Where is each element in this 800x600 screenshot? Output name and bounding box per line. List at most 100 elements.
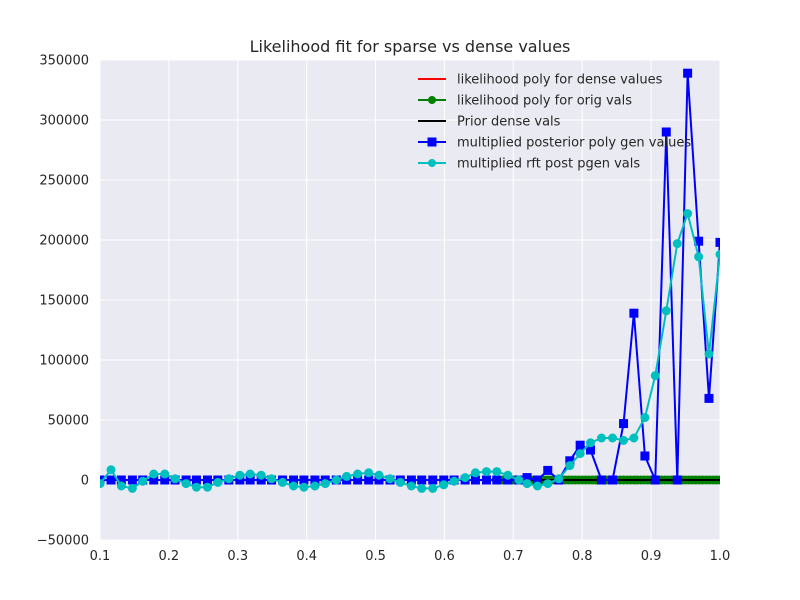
data-point bbox=[364, 475, 374, 485]
y-tick-label: 250000 bbox=[39, 174, 89, 189]
data-point bbox=[149, 475, 159, 485]
data-point bbox=[575, 449, 585, 459]
data-point bbox=[575, 440, 585, 450]
data-point bbox=[127, 475, 137, 485]
data-point bbox=[342, 471, 352, 481]
data-point bbox=[245, 475, 255, 485]
x-tick-label: 0.1 bbox=[90, 549, 111, 564]
data-point bbox=[406, 481, 416, 491]
legend-label: likelihood poly for orig vals bbox=[457, 94, 632, 109]
data-point bbox=[299, 482, 309, 492]
legend-label: multiplied posterior poly gen values bbox=[457, 136, 691, 151]
data-point bbox=[470, 475, 480, 485]
data-point bbox=[116, 481, 126, 491]
data-point bbox=[160, 469, 170, 479]
data-point bbox=[715, 249, 720, 259]
grid bbox=[99, 59, 721, 541]
data-point bbox=[683, 68, 693, 78]
data-point bbox=[532, 475, 542, 485]
x-tick-label: 0.5 bbox=[365, 549, 386, 564]
y-tick-label: −50000 bbox=[37, 534, 89, 549]
x-tick-label: 0.6 bbox=[434, 549, 455, 564]
axes: 0.1 0.2 0.3 0.4 0.5 0.6 0.7 0.8 0.9 1.0 −50000 0 500… bbox=[37, 54, 731, 565]
legend: likelihood poly for dense values likeliho… bbox=[418, 73, 691, 172]
y-tick-label: 300000 bbox=[39, 114, 89, 129]
data-point bbox=[481, 467, 491, 477]
data-point bbox=[629, 308, 639, 318]
legend-marker bbox=[427, 137, 437, 147]
data-point bbox=[694, 252, 704, 262]
data-point bbox=[481, 475, 491, 485]
data-point bbox=[299, 475, 309, 485]
data-point bbox=[106, 465, 116, 475]
data-point bbox=[224, 474, 234, 484]
data-point bbox=[364, 468, 374, 478]
legend-marker bbox=[428, 159, 436, 167]
data-point bbox=[428, 475, 438, 485]
data-point bbox=[650, 475, 660, 485]
data-point bbox=[704, 393, 714, 403]
x-tick-label: 0.3 bbox=[227, 549, 248, 564]
data-point bbox=[395, 477, 405, 487]
data-point bbox=[267, 474, 277, 484]
data-point bbox=[597, 475, 607, 485]
data-point bbox=[597, 433, 607, 443]
data-point bbox=[353, 475, 363, 485]
data-point bbox=[235, 470, 245, 480]
data-point bbox=[374, 470, 384, 480]
data-point bbox=[492, 467, 502, 477]
data-point bbox=[565, 461, 575, 471]
legend-label: Prior dense vals bbox=[457, 115, 561, 130]
data-point bbox=[661, 306, 671, 316]
data-point bbox=[256, 475, 266, 485]
data-point bbox=[256, 470, 266, 480]
x-tick-label: 1.0 bbox=[710, 549, 731, 564]
data-point bbox=[170, 474, 180, 484]
data-point bbox=[235, 475, 245, 485]
data-point bbox=[374, 475, 384, 485]
data-point bbox=[100, 479, 105, 489]
data-point bbox=[289, 481, 299, 491]
data-point bbox=[543, 479, 553, 489]
data-point bbox=[149, 469, 159, 479]
series-4 bbox=[100, 209, 720, 493]
data-point bbox=[640, 451, 650, 461]
x-tick-label: 0.8 bbox=[572, 549, 593, 564]
data-point bbox=[608, 433, 618, 443]
data-point bbox=[439, 480, 449, 490]
data-point bbox=[554, 474, 564, 484]
series-layer bbox=[100, 68, 720, 493]
legend-item: Prior dense vals bbox=[418, 115, 561, 130]
data-point bbox=[278, 477, 288, 487]
data-point bbox=[320, 479, 330, 489]
data-point bbox=[191, 482, 201, 492]
data-point bbox=[694, 236, 704, 246]
data-point bbox=[608, 475, 618, 485]
data-point bbox=[191, 475, 201, 485]
legend-marker bbox=[428, 96, 436, 104]
data-point bbox=[202, 475, 212, 485]
data-point bbox=[116, 475, 126, 485]
data-point bbox=[543, 465, 553, 475]
data-point bbox=[127, 483, 137, 493]
data-point bbox=[514, 475, 524, 485]
data-point bbox=[310, 481, 320, 491]
data-point bbox=[331, 475, 341, 485]
data-point bbox=[585, 445, 595, 455]
legend-item: multiplied rft post pgen vals bbox=[418, 157, 640, 172]
data-point bbox=[385, 474, 395, 484]
data-point bbox=[181, 479, 191, 489]
y-tick-label: 150000 bbox=[39, 294, 89, 309]
data-point bbox=[460, 473, 470, 483]
legend-label: likelihood poly for dense values bbox=[457, 73, 663, 88]
data-point bbox=[406, 475, 416, 485]
data-point bbox=[439, 475, 449, 485]
data-point bbox=[138, 476, 148, 486]
data-point bbox=[503, 475, 513, 485]
data-point bbox=[353, 469, 363, 479]
data-point bbox=[585, 438, 595, 448]
x-tick-label: 0.4 bbox=[296, 549, 317, 564]
chart-title: Likelihood fit for sparse vs dense value… bbox=[250, 37, 571, 56]
